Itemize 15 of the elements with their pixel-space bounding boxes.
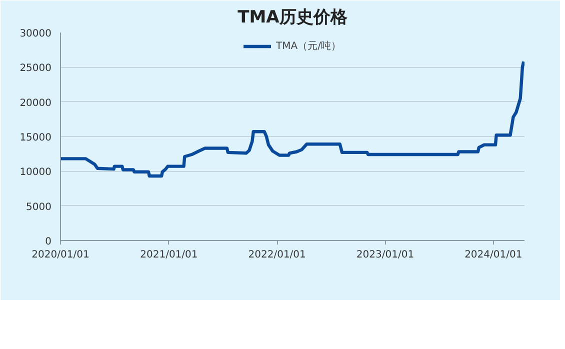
y-tick-label: 30000 <box>20 28 52 40</box>
x-tick-label: 2021/01/01 <box>140 250 198 260</box>
y-tick-label: 10000 <box>20 167 52 178</box>
y-tick-label: 20000 <box>20 98 52 109</box>
x-tick-label: 2024/01/01 <box>464 250 522 260</box>
x-tick-label: 2023/01/01 <box>356 250 414 260</box>
y-tick-label: 0 <box>45 236 52 248</box>
y-tick-label: 15000 <box>20 132 52 144</box>
line-series <box>60 60 524 178</box>
x-tick-label: 2022/01/01 <box>248 250 306 260</box>
y-tick-label: 25000 <box>20 63 52 74</box>
x-tick-label: 2020/01/01 <box>32 250 90 260</box>
chart-title: TMA历史价格 <box>238 8 348 28</box>
legend-label: TMA（元/吨） <box>276 40 341 53</box>
y-tick-label: 5000 <box>26 202 52 213</box>
